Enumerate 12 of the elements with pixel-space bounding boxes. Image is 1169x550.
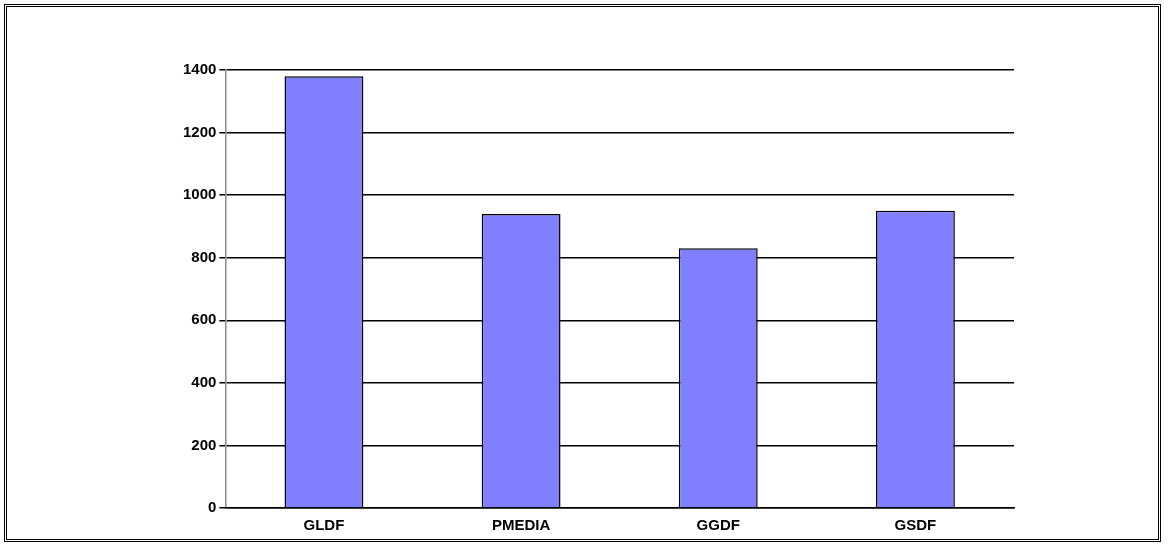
y-tick-label: 1200 (182, 122, 217, 140)
x-tick-label: GSDF (894, 516, 937, 534)
x-tick-label: GLDF (303, 516, 345, 534)
y-tick-label: 0 (208, 498, 217, 516)
x-tick-label: PMEDIA (491, 516, 551, 534)
y-tick-label: 600 (191, 310, 217, 328)
y-tick-label: 400 (191, 373, 217, 390)
y-tick-label: 800 (191, 247, 217, 265)
y-tick-label: 200 (191, 435, 217, 453)
y-tick-label: 1400 (182, 60, 217, 78)
y-tick-label: 1000 (182, 185, 217, 203)
x-tick-label: GGDF (696, 516, 740, 534)
